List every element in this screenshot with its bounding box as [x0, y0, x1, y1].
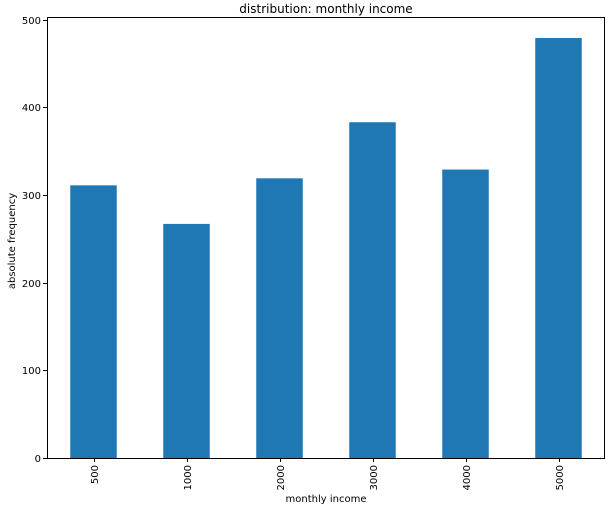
- x-tick-label-500: 500: [90, 465, 101, 484]
- bars: [70, 38, 582, 459]
- bar-5000: [535, 38, 582, 458]
- y-tick-label-0: 0: [35, 454, 41, 465]
- x-tick-label-4000: 4000: [462, 465, 473, 490]
- chart-title: distribution: monthly income: [239, 2, 412, 16]
- x-tick-label-2000: 2000: [276, 465, 287, 490]
- x-tick-label-5000: 5000: [555, 465, 566, 490]
- y-tick-label-200: 200: [22, 279, 41, 290]
- x-tick-label-1000: 1000: [183, 465, 194, 490]
- y-axis-ticks: 0 100 200 300 400 500: [22, 16, 47, 465]
- axes-frame: [47, 17, 605, 459]
- y-axis-label: absolute frequency: [7, 193, 18, 289]
- bar-2000: [256, 178, 303, 458]
- y-tick-label-100: 100: [22, 366, 41, 377]
- y-tick-label-400: 400: [22, 103, 41, 114]
- bar-500: [70, 185, 117, 458]
- bar-1000: [163, 223, 210, 458]
- plot-area: [47, 17, 605, 458]
- x-axis-label: monthly income: [286, 494, 367, 505]
- y-tick-label-300: 300: [22, 191, 41, 202]
- bar-3000: [349, 122, 396, 459]
- x-tick-label-3000: 3000: [369, 465, 380, 490]
- y-tick-label-500: 500: [22, 16, 41, 27]
- bar-4000: [442, 169, 489, 459]
